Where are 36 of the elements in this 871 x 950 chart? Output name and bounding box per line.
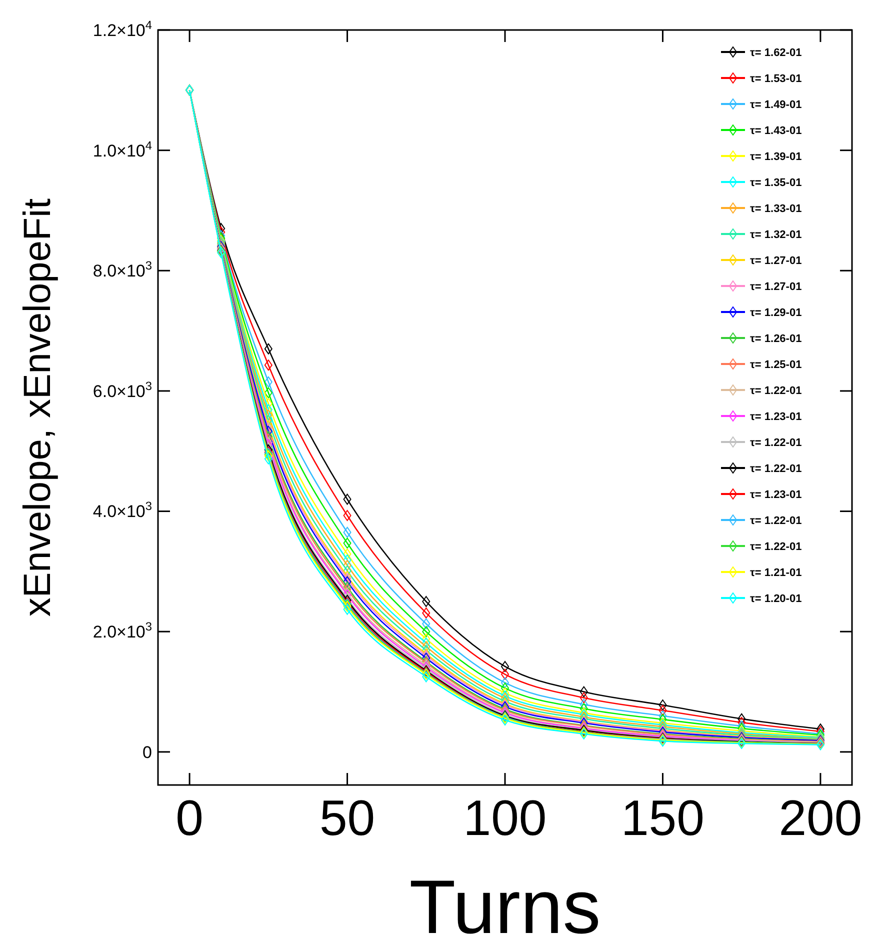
- legend-label: τ= 1.22-01: [750, 384, 802, 397]
- legend-label: τ= 1.43-01: [750, 124, 802, 137]
- legend-label: τ= 1.27-01: [750, 254, 802, 267]
- x-tick-label: 0: [176, 790, 204, 846]
- y-axis-title: xEnvelope, xEnvelopeFit: [17, 198, 59, 617]
- legend-label: τ= 1.49-01: [750, 98, 802, 111]
- legend-label: τ= 1.20-01: [750, 592, 802, 605]
- x-axis-title: Turns: [409, 865, 601, 950]
- legend-label: τ= 1.29-01: [750, 306, 802, 319]
- legend-label: τ= 1.22-01: [750, 436, 802, 449]
- y-tick-label: 2.0×10$^{3}$: [92, 620, 152, 642]
- legend-label: τ= 1.25-01: [750, 358, 802, 371]
- legend-label: τ= 1.23-01: [750, 410, 802, 423]
- y-tick-label: 4.0×10$^{3}$: [92, 499, 152, 522]
- legend-label: τ= 1.33-01: [750, 202, 802, 215]
- y-tick-label: 1.2×10$^{4}$: [92, 18, 152, 40]
- legend-label: τ= 1.26-01: [750, 332, 802, 345]
- legend-label: τ= 1.35-01: [750, 176, 802, 189]
- x-tick-label: 100: [463, 790, 547, 846]
- legend-label: τ= 1.53-01: [750, 72, 802, 85]
- y-tick-label: 6.0×10$^{3}$: [92, 378, 152, 401]
- y-tick-label: 1.0×10$^{4}$: [92, 138, 152, 160]
- legend-label: τ= 1.62-01: [750, 46, 802, 59]
- legend-label: τ= 1.27-01: [750, 280, 802, 293]
- x-tick-label: 200: [778, 790, 862, 846]
- legend-label: τ= 1.32-01: [750, 228, 802, 241]
- legend-label: τ= 1.39-01: [750, 150, 802, 163]
- legend-label: τ= 1.22-01: [750, 540, 802, 553]
- legend-label: τ= 1.23-01: [750, 488, 802, 501]
- y-tick-label: 0: [142, 742, 152, 762]
- x-tick-label: 150: [621, 790, 704, 846]
- legend-label: τ= 1.22-01: [750, 514, 802, 527]
- y-tick-label: 8.0×10$^{3}$: [92, 258, 152, 281]
- legend-label: τ= 1.22-01: [750, 462, 802, 475]
- legend-label: τ= 1.21-01: [750, 566, 802, 579]
- x-tick-label: 50: [319, 790, 376, 846]
